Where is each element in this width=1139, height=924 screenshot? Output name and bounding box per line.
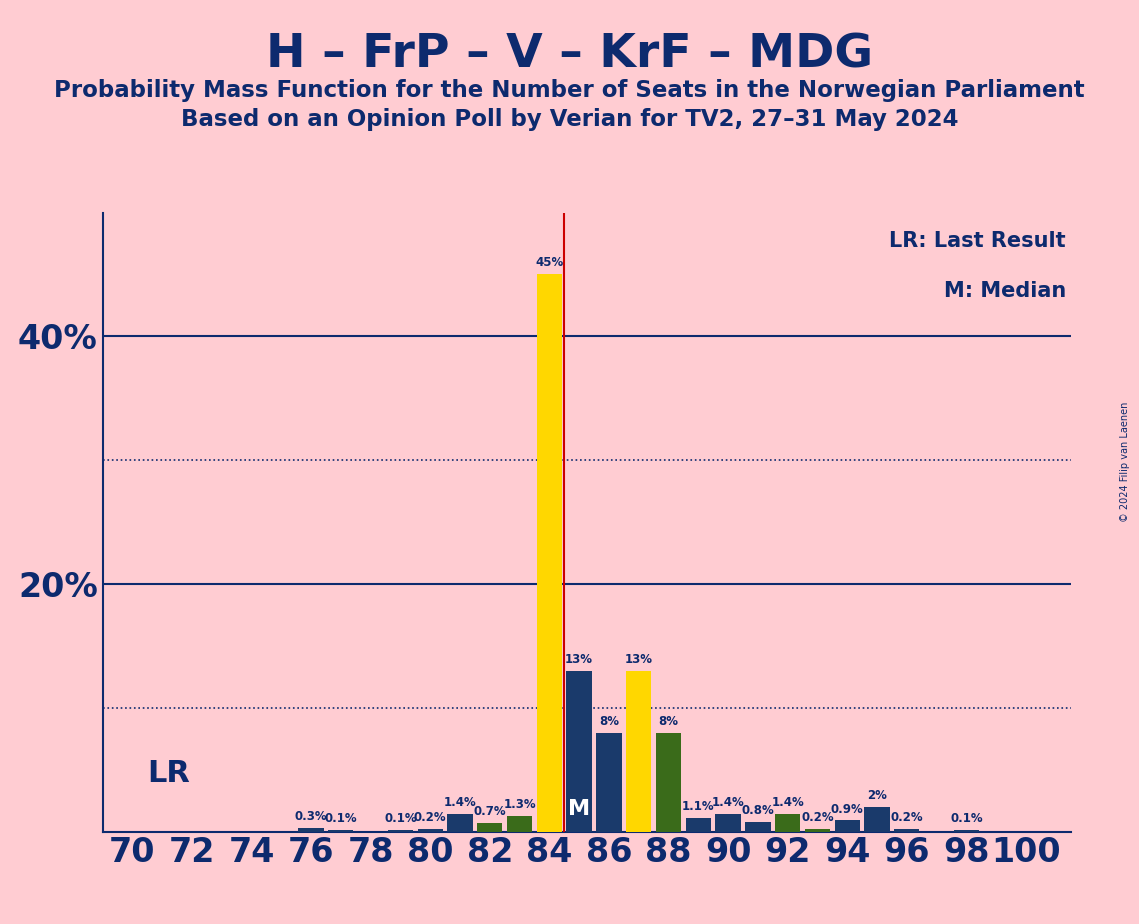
Text: 0.2%: 0.2% xyxy=(801,811,834,824)
Text: 0.7%: 0.7% xyxy=(474,805,506,818)
Text: 13%: 13% xyxy=(624,652,653,665)
Text: 1.3%: 1.3% xyxy=(503,797,535,810)
Text: 2%: 2% xyxy=(867,789,887,802)
Text: 45%: 45% xyxy=(535,257,564,270)
Text: Based on an Opinion Poll by Verian for TV2, 27–31 May 2024: Based on an Opinion Poll by Verian for T… xyxy=(181,108,958,131)
Text: 1.4%: 1.4% xyxy=(771,796,804,809)
Bar xyxy=(328,831,353,832)
Bar xyxy=(894,829,919,832)
Text: 0.9%: 0.9% xyxy=(830,803,863,816)
Text: 1.1%: 1.1% xyxy=(682,800,714,813)
Bar xyxy=(805,829,830,832)
Text: M: Median: M: Median xyxy=(943,281,1066,300)
Bar xyxy=(686,818,711,832)
Bar xyxy=(448,814,473,832)
Text: 0.2%: 0.2% xyxy=(413,811,446,824)
Bar xyxy=(418,829,443,832)
Text: 0.1%: 0.1% xyxy=(950,812,983,825)
Text: 0.2%: 0.2% xyxy=(891,811,923,824)
Bar xyxy=(775,814,801,832)
Text: Probability Mass Function for the Number of Seats in the Norwegian Parliament: Probability Mass Function for the Number… xyxy=(55,79,1084,102)
Text: LR: LR xyxy=(147,760,190,788)
Bar xyxy=(715,814,740,832)
Text: M: M xyxy=(568,799,590,820)
Text: 8%: 8% xyxy=(599,714,618,727)
Text: © 2024 Filip van Laenen: © 2024 Filip van Laenen xyxy=(1121,402,1130,522)
Text: 0.1%: 0.1% xyxy=(384,812,417,825)
Bar xyxy=(745,821,770,832)
Bar xyxy=(953,831,980,832)
Text: 1.4%: 1.4% xyxy=(443,796,476,809)
Text: LR: Last Result: LR: Last Result xyxy=(890,231,1066,251)
Text: 0.3%: 0.3% xyxy=(295,810,327,823)
Text: 13%: 13% xyxy=(565,652,593,665)
Bar xyxy=(507,816,532,832)
Bar xyxy=(835,821,860,832)
Bar xyxy=(387,831,413,832)
Bar xyxy=(298,828,323,832)
Bar xyxy=(477,823,502,832)
Text: 0.8%: 0.8% xyxy=(741,804,775,817)
Bar xyxy=(656,733,681,832)
Bar xyxy=(626,671,652,832)
Bar xyxy=(566,671,592,832)
Bar xyxy=(536,274,562,832)
Bar xyxy=(865,807,890,832)
Bar xyxy=(597,733,622,832)
Text: 8%: 8% xyxy=(658,714,679,727)
Text: H – FrP – V – KrF – MDG: H – FrP – V – KrF – MDG xyxy=(265,32,874,78)
Text: 1.4%: 1.4% xyxy=(712,796,745,809)
Text: 0.1%: 0.1% xyxy=(325,812,358,825)
